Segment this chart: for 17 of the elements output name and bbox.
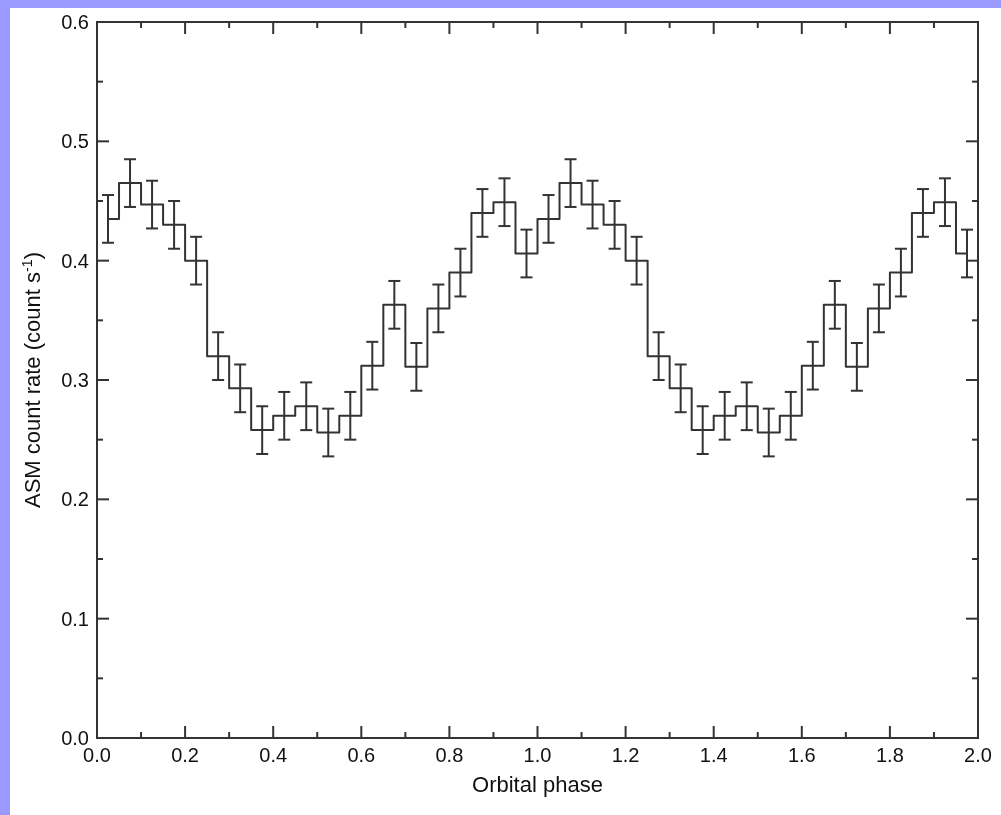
y-tick-label: 0.2 xyxy=(61,488,89,511)
x-axis-title: Orbital phase xyxy=(472,772,603,797)
x-tick-label: 1.4 xyxy=(699,744,728,766)
x-tick-label: 2.0 xyxy=(964,744,992,766)
y-tick-label: 0.4 xyxy=(61,249,89,272)
x-tick-label: 1.0 xyxy=(523,744,552,766)
x-tick-label: 1.6 xyxy=(787,744,816,766)
y-tick-label: 0.6 xyxy=(61,11,89,33)
y-tick-label: 0.5 xyxy=(61,130,89,153)
x-tick-label: 0.6 xyxy=(347,744,376,766)
x-tick-label: 1.8 xyxy=(875,744,904,766)
x-tick-label: 0.2 xyxy=(171,744,200,766)
x-tick-label: 0.8 xyxy=(435,744,464,766)
x-tick-label: 1.2 xyxy=(611,744,640,766)
y-tick-label: 0.1 xyxy=(61,607,89,630)
x-tick-label: 0.4 xyxy=(259,744,288,766)
y-tick-label: 0.3 xyxy=(61,369,89,391)
